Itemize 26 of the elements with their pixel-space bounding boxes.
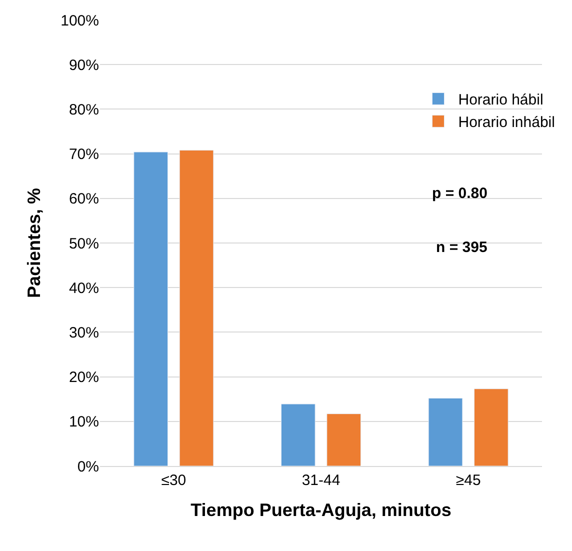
y-axis-title: Pacientes, %	[24, 188, 44, 298]
y-tick-label: 20%	[68, 369, 99, 386]
legend-label: Horario hábil	[458, 92, 544, 109]
y-tick-label: 0%	[77, 458, 99, 476]
x-tick-label: ≥45	[456, 472, 481, 489]
y-tick-label: 50%	[68, 235, 99, 252]
x-tick-label: ≤30	[161, 472, 186, 489]
y-tick-label: 60%	[68, 190, 99, 208]
y-tick-label: 40%	[68, 280, 99, 297]
bar	[474, 388, 508, 466]
y-tick-label: 70%	[68, 146, 99, 164]
x-axis-title: Tiempo Puerta-Aguja, minutos	[190, 500, 452, 520]
bar	[326, 414, 362, 466]
y-tick-label: 100%	[60, 12, 99, 30]
annotation: n = 395	[436, 239, 488, 256]
bar	[179, 150, 214, 466]
x-tick-label: 31-44	[302, 472, 340, 489]
y-tick-label: 10%	[68, 414, 99, 431]
y-tick-label: 30%	[68, 324, 99, 342]
y-tick-label: 80%	[68, 101, 99, 118]
y-tick-label: 90%	[68, 56, 99, 74]
bar	[134, 152, 168, 466]
legend-label: Horario inhábil	[458, 114, 555, 132]
bar	[280, 404, 316, 466]
annotation: p = 0.80	[432, 185, 488, 202]
bar	[428, 398, 463, 466]
